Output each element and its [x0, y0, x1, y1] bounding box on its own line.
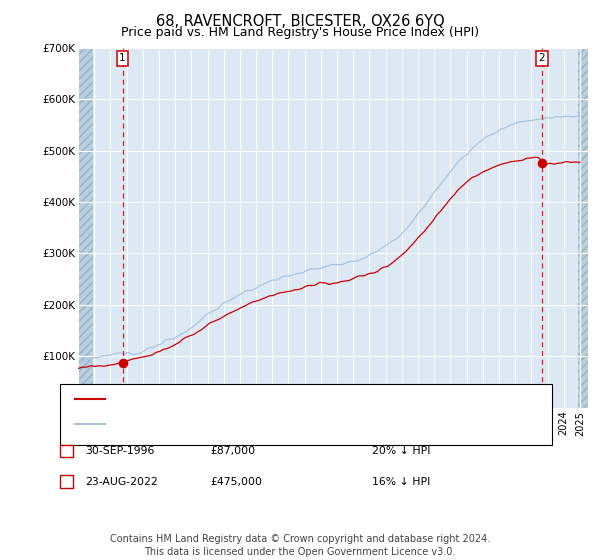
Text: 1: 1: [119, 53, 126, 63]
Text: 2: 2: [538, 53, 545, 63]
Point: [537, 159, 547, 168]
Text: £475,000: £475,000: [210, 477, 262, 487]
Bar: [578, 48, 588, 408]
Text: 23-AUG-2022: 23-AUG-2022: [85, 477, 158, 487]
Text: 68, RAVENCROFT, BICESTER, OX26 6YQ: 68, RAVENCROFT, BICESTER, OX26 6YQ: [155, 14, 445, 29]
Text: 16% ↓ HPI: 16% ↓ HPI: [372, 477, 430, 487]
Text: HPI: Average price, detached house, Cherwell: HPI: Average price, detached house, Cher…: [112, 419, 362, 429]
Point: [118, 358, 127, 367]
Text: Price paid vs. HM Land Registry's House Price Index (HPI): Price paid vs. HM Land Registry's House …: [121, 26, 479, 39]
Text: 30-SEP-1996: 30-SEP-1996: [85, 446, 155, 456]
Text: Contains HM Land Registry data © Crown copyright and database right 2024.
This d: Contains HM Land Registry data © Crown c…: [110, 534, 490, 557]
Bar: [78, 48, 92, 408]
Text: 1: 1: [63, 446, 70, 456]
Text: 2: 2: [63, 477, 70, 487]
Text: 68, RAVENCROFT, BICESTER, OX26 6YQ (detached house): 68, RAVENCROFT, BICESTER, OX26 6YQ (deta…: [112, 394, 427, 404]
Text: £87,000: £87,000: [210, 446, 255, 456]
Text: 20% ↓ HPI: 20% ↓ HPI: [372, 446, 431, 456]
